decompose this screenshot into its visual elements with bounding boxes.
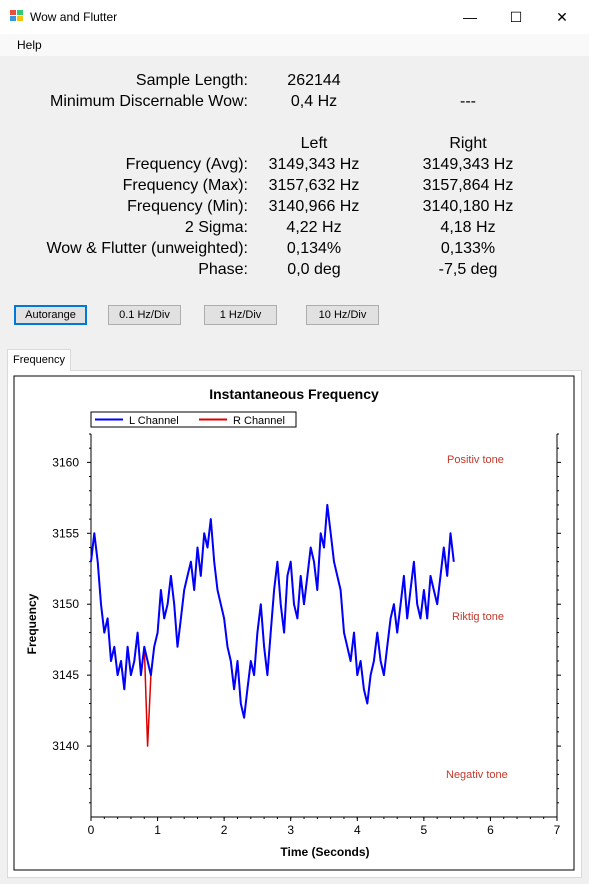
legend-box [90, 411, 297, 428]
menu-help[interactable]: Help [17, 38, 42, 52]
div-1-hz-button[interactable]: 1 Hz/Div [204, 305, 277, 325]
legend-r-label: R Channel [233, 415, 285, 427]
frequency-chart: Instantaneous Frequency L Channel R Chan… [13, 375, 575, 871]
x-tick-label: 4 [354, 823, 361, 837]
maximize-button[interactable]: ☐ [509, 9, 523, 25]
freq-avg-right: 3149,343 Hz [422, 156, 514, 173]
wow-flutter-left: 0,134% [286, 240, 342, 257]
menu-bar [0, 34, 589, 56]
chart-legend: L Channel R Channel [90, 411, 297, 428]
x-tick-label: 1 [154, 823, 161, 837]
phase-label: Phase: [198, 261, 248, 278]
close-button[interactable]: ✕ [556, 9, 568, 25]
sigma-label: 2 Sigma: [184, 219, 248, 236]
annotation-positiv-tone: Positiv tone [447, 454, 504, 466]
freq-min-right: 3140,180 Hz [422, 198, 514, 215]
x-tick-label: 3 [287, 823, 294, 837]
y-axis-label: Frequency [25, 593, 39, 654]
column-header-left: Left [300, 135, 328, 152]
window-title: Wow and Flutter [30, 10, 118, 24]
phase-right: -7,5 deg [438, 261, 498, 278]
tab-frequency[interactable]: Frequency [7, 349, 71, 371]
series-l-channel [90, 503, 455, 719]
y-tick-label: 3150 [52, 597, 79, 611]
y-tick-label: 3140 [52, 739, 79, 753]
min-wow-right-value: --- [460, 93, 476, 110]
min-wow-value: 0,4 Hz [290, 93, 338, 110]
freq-min-left: 3140,966 Hz [268, 198, 360, 215]
x-tick-label: 2 [221, 823, 228, 837]
freq-max-right: 3157,864 Hz [422, 177, 514, 194]
column-header-right: Right [449, 135, 487, 152]
y-tick-label: 3145 [52, 668, 79, 682]
legend-l-label: L Channel [129, 415, 179, 427]
min-wow-label: Minimum Discernable Wow: [50, 93, 248, 110]
sigma-left: 4,22 Hz [286, 219, 342, 236]
annotation-riktig-tone: Riktig tone [452, 611, 504, 623]
sample-length-label: Sample Length: [135, 72, 248, 89]
sample-length-value: 262144 [287, 72, 341, 89]
chart-border [13, 375, 575, 871]
plot-area: 3140 3145 3150 3155 3160 0 1 2 3 4 5 6 7 [52, 433, 561, 837]
minimize-button[interactable]: — [463, 9, 477, 25]
autorange-button[interactable]: Autorange [14, 305, 87, 325]
freq-max-label: Frequency (Max): [122, 177, 248, 194]
wow-flutter-right: 0,133% [440, 240, 496, 257]
freq-avg-label: Frequency (Avg): [125, 156, 248, 173]
phase-left: 0,0 deg [287, 261, 341, 278]
freq-max-left: 3157,632 Hz [268, 177, 360, 194]
wow-flutter-label: Wow & Flutter (unweighted): [46, 240, 248, 257]
freq-min-label: Frequency (Min): [127, 198, 248, 215]
sigma-right: 4,18 Hz [440, 219, 496, 236]
div-10-hz-button[interactable]: 10 Hz/Div [306, 305, 379, 325]
y-tick-label: 3155 [52, 526, 79, 540]
x-tick-label: 7 [554, 823, 561, 837]
freq-avg-left: 3149,343 Hz [268, 156, 360, 173]
annotation-negativ-tone: Negativ tone [446, 769, 508, 781]
chart-title: Instantaneous Frequency [209, 386, 379, 402]
x-axis-label: Time (Seconds) [280, 845, 369, 859]
title-bar[interactable]: Wow and Flutter — ☐ ✕ [0, 0, 589, 34]
y-tick-label: 3160 [52, 455, 79, 469]
div-0-1-hz-button[interactable]: 0.1 Hz/Div [108, 305, 181, 325]
x-tick-label: 5 [421, 823, 428, 837]
app-icon [10, 10, 24, 22]
x-tick-label: 6 [487, 823, 494, 837]
x-tick-label: 0 [88, 823, 95, 837]
